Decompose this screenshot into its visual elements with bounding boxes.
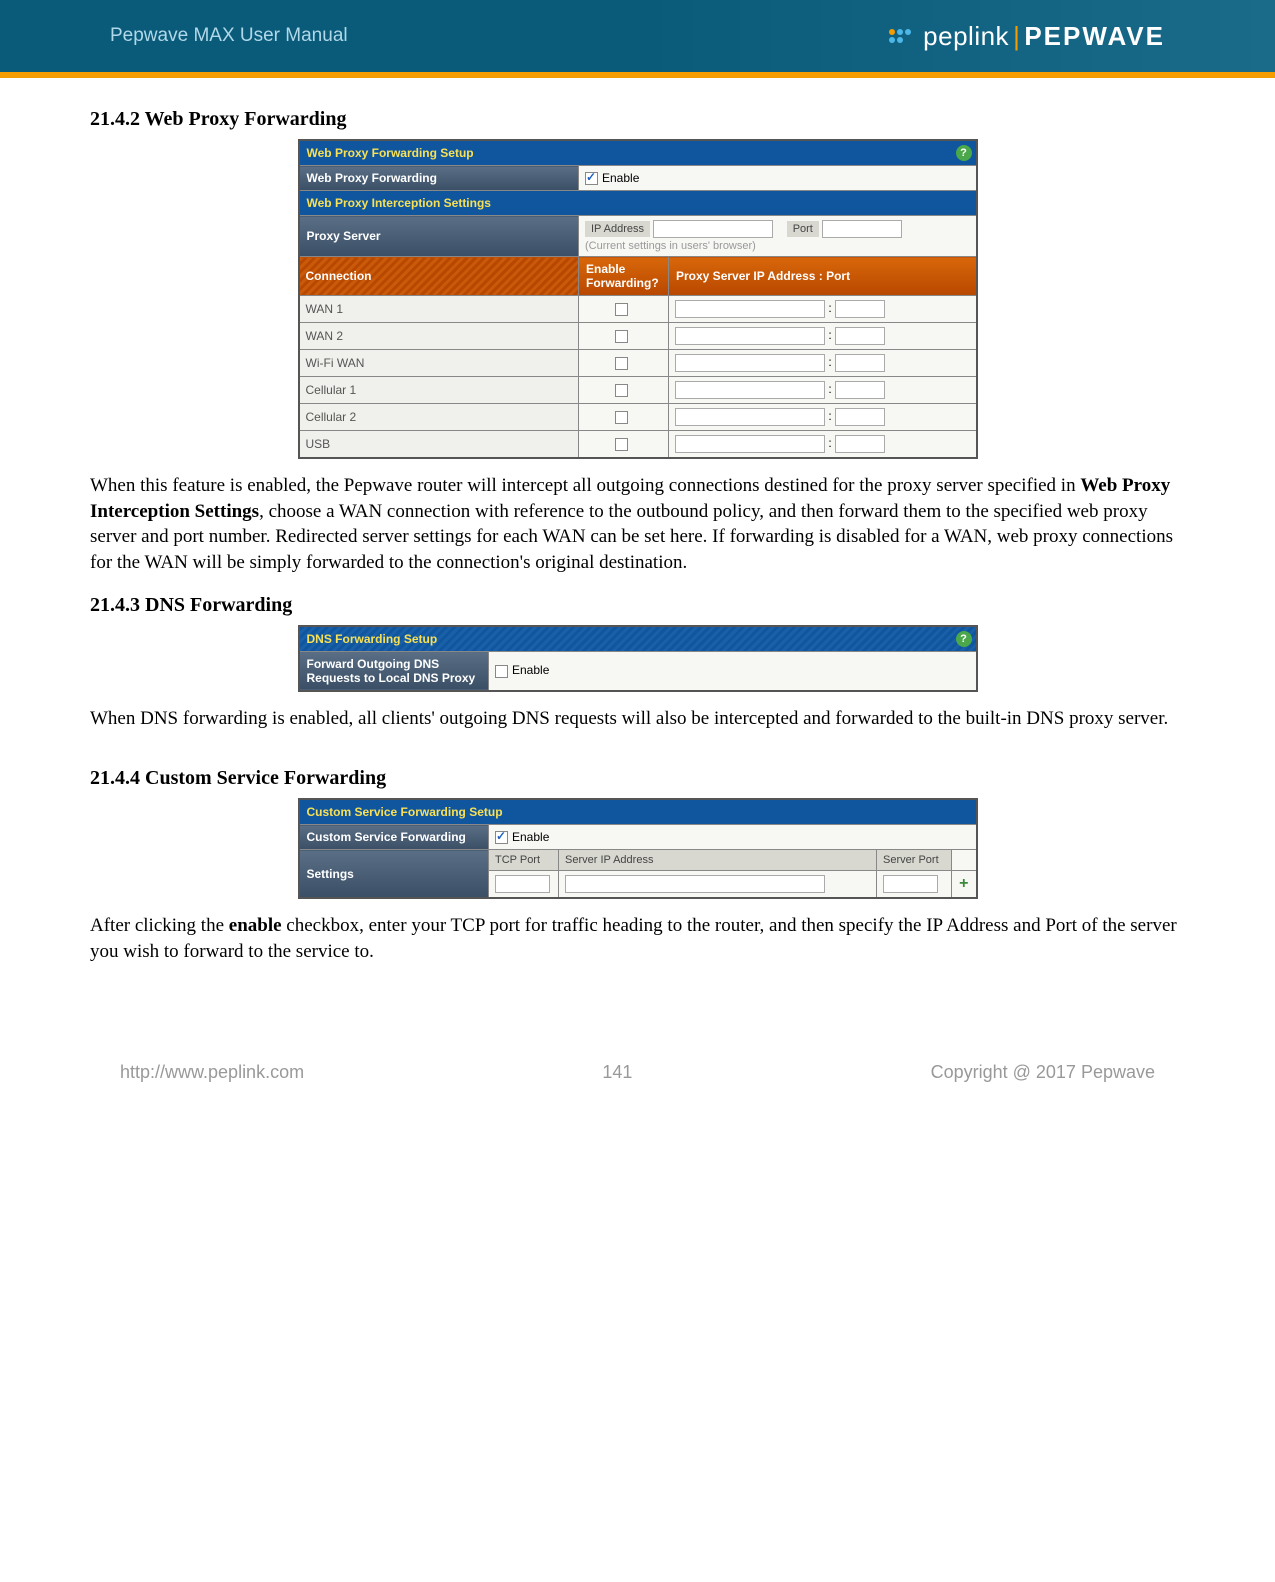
custom-enable-cell: Enable [489,825,977,850]
wan-label: WAN 1 [299,296,579,323]
dns-enable-cell: Enable [489,651,977,691]
cell1-ip-input[interactable] [675,381,825,399]
enable-forwarding-col-header: Enable Forwarding? [579,257,669,296]
web-proxy-setup-title: Web Proxy Forwarding Setup? [299,140,977,166]
wan2-enable-checkbox[interactable] [615,330,628,343]
web-proxy-table: Web Proxy Forwarding Setup? Web Proxy Fo… [298,139,978,459]
table-row: Cellular 1 : [299,377,977,404]
page-footer: http://www.peplink.com 141 Copyright @ 2… [0,1022,1275,1143]
logo-pepwave-text: PEPWAVE [1024,21,1165,51]
tcp-port-input[interactable] [495,875,550,893]
wifiwan-enable-checkbox[interactable] [615,357,628,370]
ip-address-input[interactable] [653,220,773,238]
table-row: WAN 1 : [299,296,977,323]
section-heading-web-proxy: 21.4.2 Web Proxy Forwarding [90,108,1185,131]
table-row: WAN 2 : [299,323,977,350]
custom-service-table: Custom Service Forwarding Setup Custom S… [298,798,978,899]
wan2-port-input[interactable] [835,327,885,345]
connection-col-header: Connection [299,257,579,296]
wan-label: Cellular 2 [299,404,579,431]
cell2-port-input[interactable] [835,408,885,426]
wifiwan-ip-input[interactable] [675,354,825,372]
footer-url: http://www.peplink.com [120,1062,304,1083]
wan-label: USB [299,431,579,459]
logo-divider: | [1013,21,1020,51]
footer-page-number: 141 [602,1062,632,1083]
wan-label: Wi-Fi WAN [299,350,579,377]
add-row-button[interactable]: + [952,871,977,899]
usb-port-input[interactable] [835,435,885,453]
settings-label: Settings [299,850,489,899]
cell2-ip-input[interactable] [675,408,825,426]
logo-peplink-text: peplink [923,21,1009,51]
cell2-enable-checkbox[interactable] [615,411,628,424]
interception-settings-title: Web Proxy Interception Settings [299,191,977,216]
custom-forwarding-label: Custom Service Forwarding [299,825,489,850]
usb-enable-checkbox[interactable] [615,438,628,451]
help-icon[interactable]: ? [956,145,972,161]
tcp-port-label: TCP Port [489,850,559,871]
wan1-port-input[interactable] [835,300,885,318]
dns-setup-title: DNS Forwarding Setup? [299,626,977,652]
wan-label: Cellular 1 [299,377,579,404]
custom-enable-checkbox[interactable] [495,831,508,844]
dns-enable-checkbox[interactable] [495,665,508,678]
table-row: Cellular 2 : [299,404,977,431]
dns-forward-label: Forward Outgoing DNS Requests to Local D… [299,651,489,691]
section-heading-dns: 21.4.3 DNS Forwarding [90,594,1185,617]
section-body-custom: After clicking the enable checkbox, ente… [90,913,1185,964]
usb-ip-input[interactable] [675,435,825,453]
cell1-enable-checkbox[interactable] [615,384,628,397]
server-port-input[interactable] [883,875,938,893]
web-proxy-forwarding-label: Web Proxy Forwarding [299,166,579,191]
footer-copyright: Copyright @ 2017 Pepwave [931,1062,1155,1083]
proxy-addr-col-header: Proxy Server IP Address : Port [669,257,977,296]
wan1-enable-checkbox[interactable] [615,303,628,316]
custom-setup-title: Custom Service Forwarding Setup [299,799,977,825]
section-body-web-proxy: When this feature is enabled, the Pepwav… [90,473,1185,576]
browser-hint: (Current settings in users' browser) [585,240,970,252]
logo-dots-icon [889,29,911,43]
ip-address-label: IP Address [585,221,650,237]
cell1-port-input[interactable] [835,381,885,399]
web-proxy-enable-checkbox[interactable] [585,172,598,185]
page-header: Pepwave MAX User Manual peplink|PEPWAVE [0,0,1275,78]
wan1-ip-input[interactable] [675,300,825,318]
table-row: USB : [299,431,977,459]
proxy-server-label: Proxy Server [299,216,579,257]
wan-label: WAN 2 [299,323,579,350]
wifiwan-port-input[interactable] [835,354,885,372]
port-input[interactable] [822,220,902,238]
wan2-ip-input[interactable] [675,327,825,345]
port-label: Port [787,221,819,237]
dns-forwarding-table: DNS Forwarding Setup? Forward Outgoing D… [298,625,978,692]
server-ip-input[interactable] [565,875,825,893]
table-row: Wi-Fi WAN : [299,350,977,377]
section-body-dns: When DNS forwarding is enabled, all clie… [90,706,1185,732]
server-port-label: Server Port [877,850,952,871]
help-icon[interactable]: ? [956,631,972,647]
server-ip-label: Server IP Address [559,850,877,871]
manual-title: Pepwave MAX User Manual [110,25,348,47]
proxy-server-cell: IP Address Port (Current settings in use… [579,216,977,257]
web-proxy-enable-cell: Enable [579,166,977,191]
brand-logo: peplink|PEPWAVE [889,21,1165,52]
section-heading-custom: 21.4.4 Custom Service Forwarding [90,767,1185,790]
